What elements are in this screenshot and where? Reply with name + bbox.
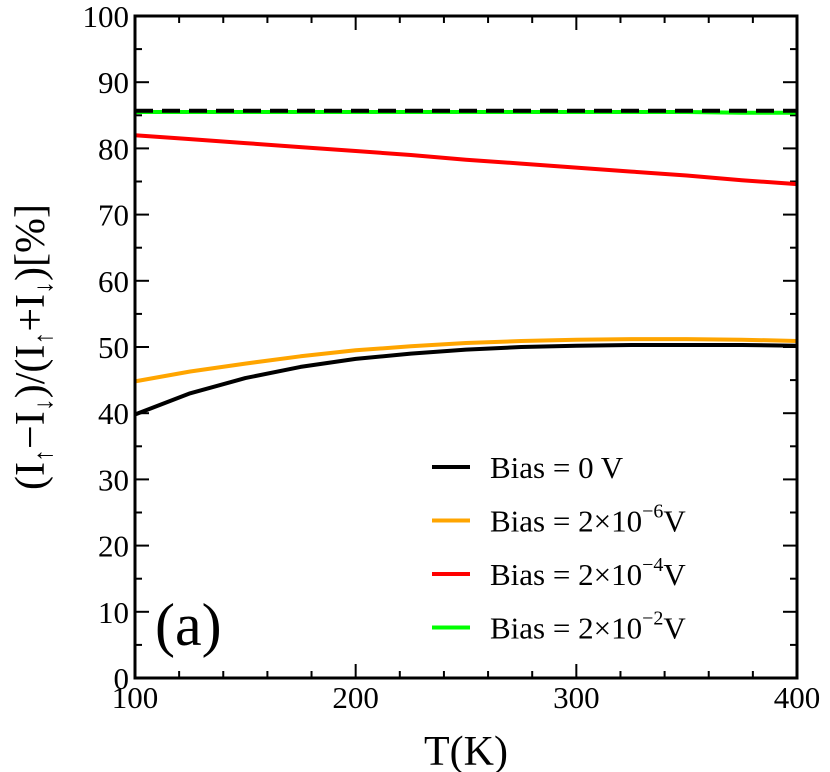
y-tick-label: 20	[98, 529, 129, 564]
series-lines	[134, 108, 798, 417]
y-axis-title-part: )/(I	[8, 345, 54, 399]
y-tick-label: 100	[83, 0, 130, 34]
x-tick-label: 200	[332, 680, 379, 715]
series-line	[134, 133, 798, 187]
tick-labels: 0 10 20 30 40 50 60 70 80 90 100 100 200 300 400	[83, 0, 821, 715]
x-tick-label: 100	[112, 680, 159, 715]
legend-label: Bias = 2×10−2V	[490, 608, 686, 646]
legend-label: Bias = 0 V	[490, 450, 624, 485]
y-axis-title: (I↑−I↓)/(I↑+I↓)[%]	[8, 204, 58, 490]
legend-label: Bias = 2×10−4V	[490, 554, 686, 592]
y-axis-title-part: (I	[8, 462, 54, 490]
legend-label: Bias = 2×10−6V	[490, 501, 686, 539]
x-tick-label: 300	[553, 680, 600, 715]
y-axis-title-part: ↓	[29, 398, 58, 411]
y-tick-label: 70	[98, 198, 129, 233]
y-tick-label: 50	[98, 330, 129, 365]
x-axis-title: T(K)	[424, 729, 508, 772]
y-tick-label: 40	[98, 396, 129, 431]
x-tick-label: 400	[774, 680, 821, 715]
y-axis-title-part: ↑	[29, 449, 58, 462]
y-axis-title-part: ↑	[29, 332, 58, 345]
y-tick-label: 0	[114, 661, 130, 696]
y-tick-label: 60	[98, 264, 129, 299]
series-line	[134, 343, 798, 417]
panel-label: (a)	[155, 592, 222, 658]
y-axis-title-part: −I	[8, 411, 54, 449]
plot-frame	[133, 14, 799, 680]
y-axis-title-part: )[%]	[8, 204, 54, 281]
series-line	[134, 337, 798, 384]
y-tick-label: 80	[98, 131, 129, 166]
y-tick-label: 30	[98, 462, 129, 497]
y-axis-title-part: ↓	[29, 281, 58, 294]
y-tick-label: 10	[98, 595, 129, 630]
y-tick-label: 90	[98, 65, 129, 100]
y-axis-title-part: +I	[8, 294, 54, 332]
legend: Bias = 0 V Bias = 2×10−6V Bias = 2×10−4V Bi…	[432, 450, 686, 646]
